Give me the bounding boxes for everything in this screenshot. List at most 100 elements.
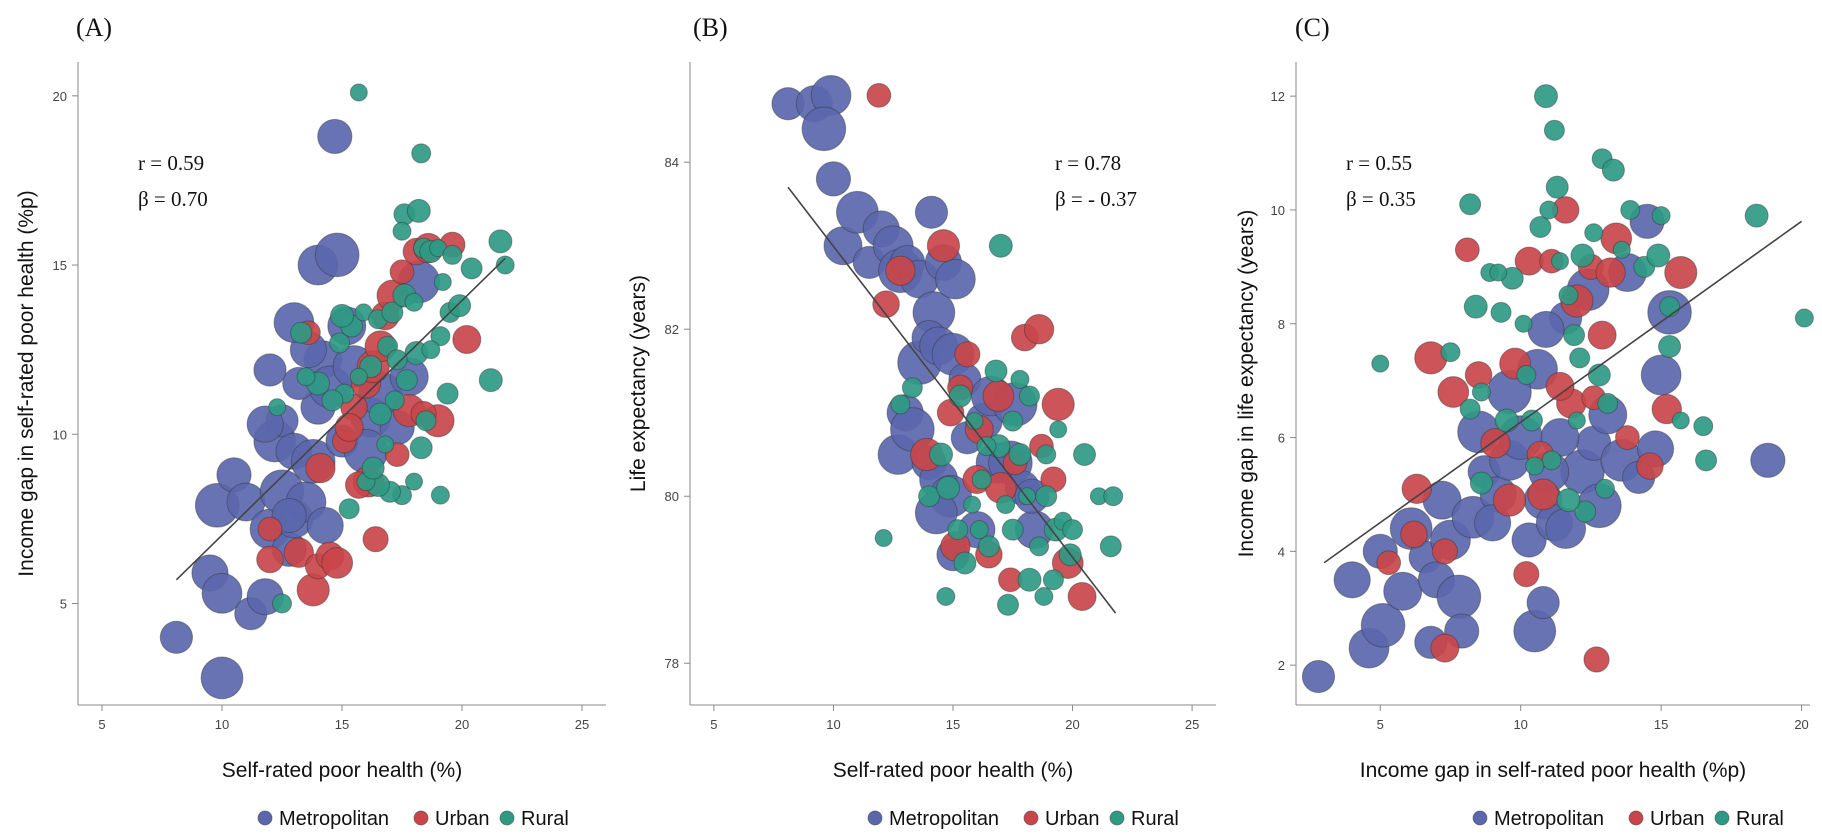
data-point-rural	[1612, 240, 1631, 259]
data-point-rural	[1371, 354, 1390, 373]
x-tick-label: 10	[1513, 717, 1527, 732]
data-point-rural	[1525, 456, 1545, 476]
x-tick-label: 15	[946, 717, 960, 732]
x-tick-label: 25	[1185, 717, 1199, 732]
panel-a: 5 10 15 20 25 5 10 15 20 Self-rated poor health (…	[15, 13, 606, 830]
data-point-rural	[349, 83, 368, 102]
legend-label: Urban	[435, 808, 489, 830]
data-point-urban	[362, 526, 389, 553]
legend: Metropolitan Urban Rural	[257, 808, 569, 830]
data-point-rural	[1567, 411, 1586, 430]
data-point-urban	[1454, 237, 1480, 263]
stat-label: r = 0.55	[1346, 151, 1412, 175]
data-point-urban	[1400, 520, 1428, 549]
stat-label: β = 0.35	[1346, 187, 1416, 211]
data-point-rural	[1584, 223, 1604, 243]
data-point-metropolitan	[1750, 442, 1786, 478]
data-point-rural	[1594, 478, 1615, 499]
data-point-rural	[290, 321, 313, 344]
data-point-urban	[872, 290, 900, 318]
data-point-rural	[1558, 285, 1579, 306]
data-point-rural	[1597, 392, 1619, 414]
data-point-urban	[1431, 538, 1458, 565]
data-point-metropolitan	[801, 106, 847, 152]
series-rural	[268, 83, 515, 614]
data-point-rural	[988, 233, 1013, 258]
data-point-metropolitan	[914, 195, 949, 229]
x-tick-label: 20	[1065, 717, 1079, 732]
data-point-rural	[1574, 500, 1597, 523]
legend-marker	[1023, 810, 1039, 826]
legend-label: Metropolitan	[1494, 808, 1604, 830]
data-point-rural	[395, 369, 418, 392]
data-point-urban	[1595, 257, 1626, 288]
data-point-urban	[1587, 320, 1617, 350]
data-point-rural	[384, 390, 405, 411]
data-point-urban	[256, 545, 284, 574]
data-point-urban	[982, 380, 1015, 412]
data-point-rural	[478, 368, 503, 393]
x-tick-label: 10	[826, 717, 840, 732]
data-point-metropolitan	[159, 620, 193, 654]
data-point-rural	[1034, 586, 1054, 606]
data-point-urban	[1492, 483, 1527, 517]
legend-marker	[413, 810, 429, 826]
regression-line	[787, 186, 1117, 614]
stat-label: r = 0.59	[138, 151, 204, 175]
x-axis-title: Self-rated poor health (%)	[222, 759, 462, 782]
x-tick-label: 15	[1654, 717, 1668, 732]
data-point-rural	[1659, 296, 1681, 318]
legend-marker	[499, 810, 515, 826]
x-tick-label: 10	[215, 717, 229, 732]
data-point-rural	[1035, 485, 1058, 508]
y-axis-title: Life expectancy (years)	[627, 275, 650, 492]
x-tick-label: 5	[1377, 717, 1384, 732]
data-point-rural	[381, 301, 404, 324]
x-tick-label: 5	[710, 717, 717, 732]
x-tick-label: 5	[98, 717, 105, 732]
data-point-rural	[890, 394, 911, 415]
data-point-rural	[442, 244, 463, 265]
data-point-rural	[1620, 199, 1641, 220]
x-tick-label: 20	[455, 717, 469, 732]
data-point-rural	[1062, 519, 1084, 541]
y-axis-title: Income gap in life expectancy (years)	[1235, 210, 1258, 558]
regression-line	[175, 257, 506, 581]
data-point-urban	[1067, 581, 1097, 611]
data-point-rural	[430, 485, 450, 505]
data-point-rural	[1099, 535, 1122, 558]
data-point-metropolitan	[1527, 310, 1565, 349]
data-point-rural	[996, 593, 1019, 616]
data-point-rural	[1008, 442, 1032, 466]
data-point-urban	[885, 255, 916, 286]
data-point-urban	[296, 573, 330, 607]
data-point-rural	[1529, 216, 1552, 239]
data-point-rural	[1019, 385, 1041, 407]
data-point-metropolitan	[1436, 574, 1482, 620]
data-point-urban	[1583, 646, 1610, 673]
data-point-rural	[405, 472, 423, 491]
data-point-rural	[268, 398, 287, 417]
data-point-rural	[1459, 193, 1482, 216]
data-point-urban	[1545, 371, 1575, 401]
data-point-rural	[1471, 382, 1491, 402]
y-tick-label: 82	[665, 322, 679, 337]
data-point-rural	[969, 520, 989, 540]
data-point-rural	[386, 349, 408, 371]
data-point-metropolitan	[306, 507, 344, 545]
legend: Metropolitan Urban Rural	[1472, 808, 1784, 830]
legend-marker	[257, 810, 273, 826]
data-point-rural	[1459, 398, 1481, 420]
data-point-rural	[436, 382, 459, 405]
data-point-urban	[1437, 376, 1470, 408]
data-point-rural	[330, 303, 354, 328]
data-point-rural	[1744, 203, 1769, 228]
data-point-rural	[1490, 301, 1512, 323]
data-point-rural	[929, 442, 954, 467]
data-point-rural	[947, 519, 969, 541]
data-point-rural	[977, 535, 1000, 558]
data-point-rural	[971, 469, 992, 490]
legend-marker	[867, 810, 883, 826]
y-tick-label: 84	[665, 155, 679, 170]
